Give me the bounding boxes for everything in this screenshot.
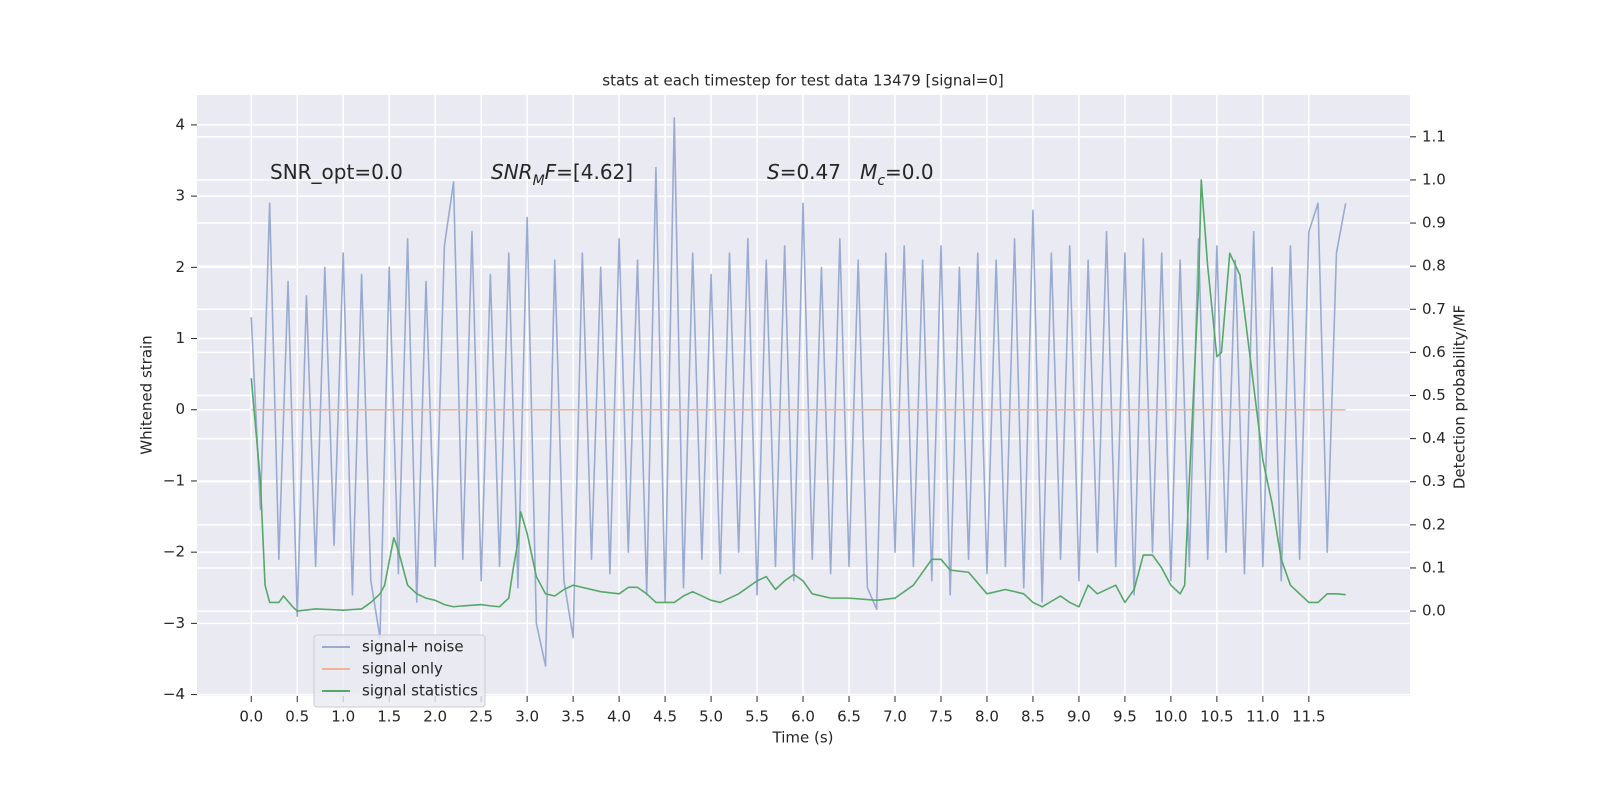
annotation-part: F <box>545 160 557 184</box>
y2-tick-label: 1.0 <box>1422 170 1446 188</box>
x-tick-label: 3.5 <box>561 708 585 726</box>
y2-tick-label: 1.1 <box>1422 127 1446 145</box>
x-tick-label: 11.0 <box>1246 708 1279 726</box>
y-tick-label: −4 <box>163 685 185 703</box>
annotation: SNR_opt=0.0 <box>270 160 403 184</box>
annotation-part: =0.47 <box>780 160 860 184</box>
annotation-part: S <box>767 160 780 184</box>
x-tick-label: 4.5 <box>653 708 677 726</box>
x-tick-label: 10.0 <box>1154 708 1187 726</box>
annotation-part: M <box>533 173 545 189</box>
y-axis-label: Whitened strain <box>138 335 156 454</box>
x-tick-label: 5.5 <box>745 708 769 726</box>
annotation: S=0.47 Mc=0.0 <box>767 160 934 190</box>
legend-label: signal statistics <box>362 682 478 700</box>
x-tick-label: 7.5 <box>929 708 953 726</box>
series-line <box>250 179 1346 612</box>
x-tick-label: 6.5 <box>837 708 861 726</box>
annotation-part: SNR_opt=0.0 <box>270 160 403 184</box>
annotation-part: c <box>877 173 885 189</box>
y2-tick-label: 0.3 <box>1422 472 1446 490</box>
y2-axis-label: Detection probability/MF <box>1451 305 1469 489</box>
legend: signal+ noise signal only signal statistic… <box>313 634 486 708</box>
y-tick-label: −1 <box>163 471 185 489</box>
y-tick-label: −3 <box>163 614 185 632</box>
legend-label: signal+ noise <box>362 638 464 656</box>
x-tick-label: 11.5 <box>1292 708 1325 726</box>
legend-label: signal only <box>362 660 443 678</box>
annotation-part: =[4.62] <box>556 160 633 184</box>
chart-title: stats at each timestep for test data 134… <box>602 72 1003 90</box>
x-tick-label: 7.0 <box>883 708 907 726</box>
x-tick-label: 1.0 <box>331 708 355 726</box>
y2-tick-label: 0.1 <box>1422 558 1446 576</box>
y2-tick-label: 0.9 <box>1422 214 1446 232</box>
y-tick-label: −2 <box>163 543 185 561</box>
y2-tick-label: 0.5 <box>1422 386 1446 404</box>
annotation-part: M <box>860 160 877 184</box>
x-tick-label: 8.5 <box>1021 708 1045 726</box>
y2-tick-label: 0.0 <box>1422 602 1446 620</box>
annotation-part: =0.0 <box>885 160 934 184</box>
y-tick-label: 1 <box>175 329 185 347</box>
y-tick-label: 0 <box>175 400 185 418</box>
y2-tick-label: 0.7 <box>1422 300 1446 318</box>
legend-frame <box>313 634 486 708</box>
x-tick-label: 4.0 <box>607 708 631 726</box>
x-tick-label: 3.0 <box>515 708 539 726</box>
x-tick-label: 2.5 <box>469 708 493 726</box>
y2-tick-label: 0.4 <box>1422 429 1446 447</box>
x-tick-label: 6.0 <box>791 708 815 726</box>
x-tick-label: 5.0 <box>699 708 723 726</box>
x-tick-label: 8.0 <box>975 708 999 726</box>
y2-tick-label: 0.2 <box>1422 515 1446 533</box>
y-tick-label: 3 <box>175 187 185 205</box>
x-axis-label: Time (s) <box>772 729 834 747</box>
y-tick-label: 2 <box>175 258 185 276</box>
series-line <box>250 116 1347 667</box>
x-tick-label: 10.5 <box>1200 708 1233 726</box>
x-tick-label: 0.5 <box>285 708 309 726</box>
annotation-part: SNR <box>491 160 533 184</box>
y2-tick-label: 0.8 <box>1422 257 1446 275</box>
x-tick-label: 9.0 <box>1067 708 1091 726</box>
y-tick-label: 4 <box>175 115 185 133</box>
x-tick-label: 0.0 <box>239 708 263 726</box>
annotation: SNRMF=[4.62] <box>491 160 633 190</box>
x-tick-label: 9.5 <box>1113 708 1137 726</box>
y2-tick-label: 0.6 <box>1422 343 1446 361</box>
x-tick-label: 2.0 <box>423 708 447 726</box>
x-tick-label: 1.5 <box>377 708 401 726</box>
